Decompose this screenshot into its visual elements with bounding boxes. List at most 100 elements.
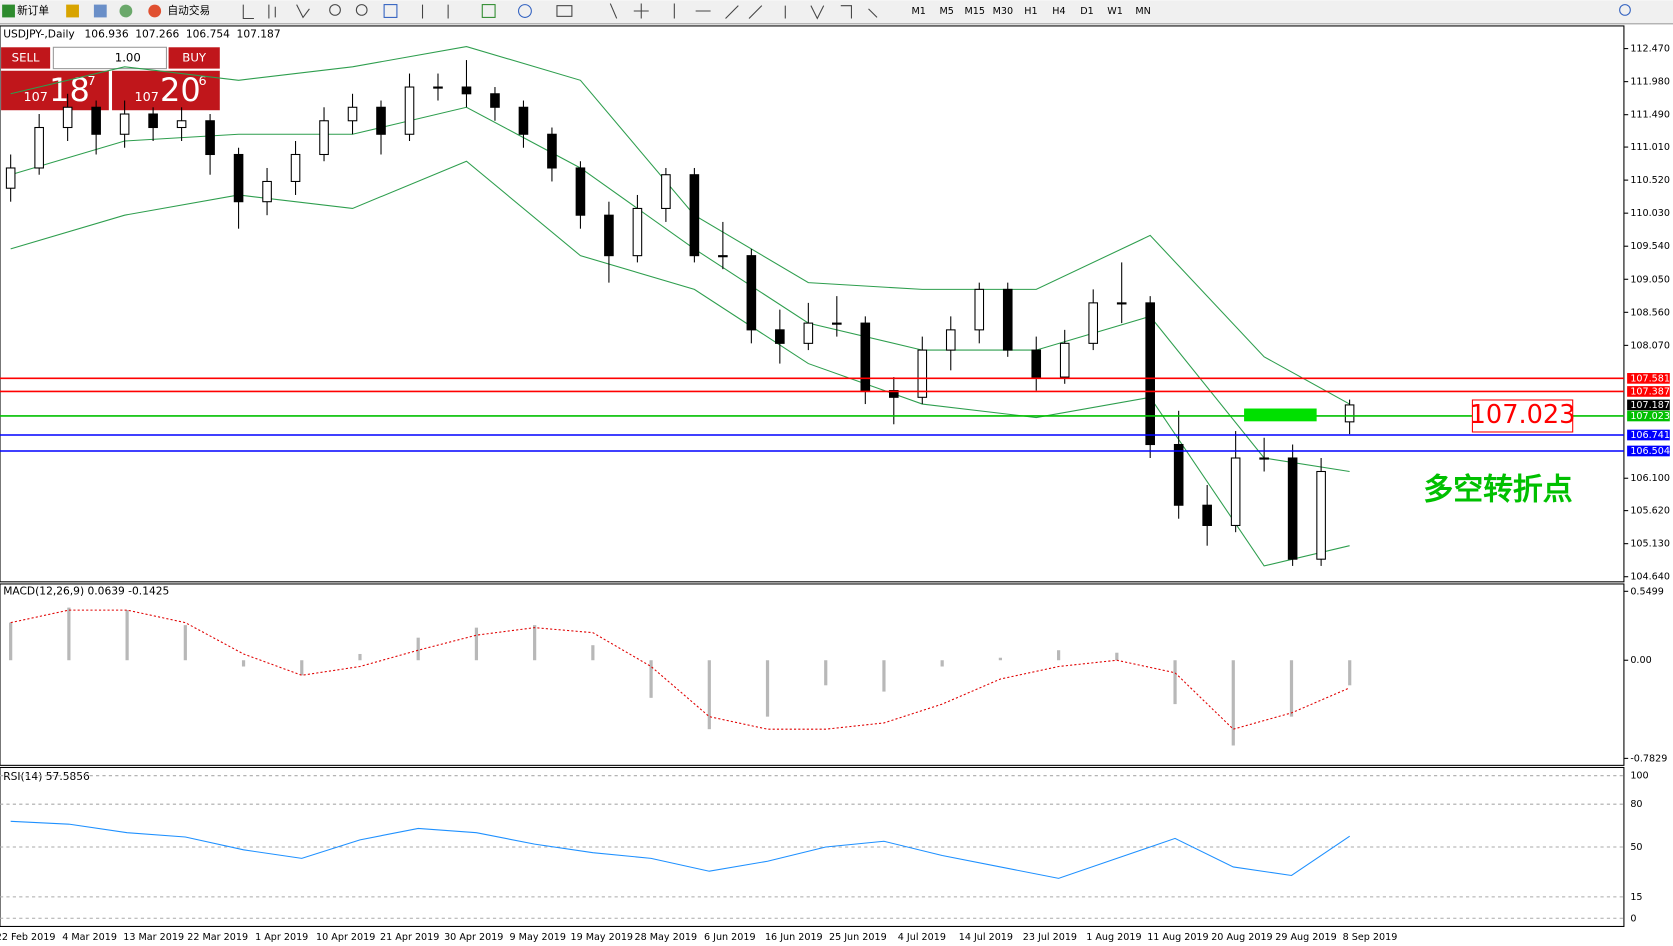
candle-body: [119, 113, 130, 135]
icon[interactable]: [66, 4, 79, 18]
templates[interactable]: [556, 5, 573, 17]
macd-bar: [707, 660, 711, 730]
lots-value[interactable]: 1.00: [115, 50, 141, 64]
x-tick-label: 22 Feb 2019: [0, 932, 55, 943]
macd-bar: [649, 660, 653, 698]
timeframe-button[interactable]: MN: [1135, 6, 1150, 17]
buy-button[interactable]: [168, 47, 220, 69]
candle-body: [1344, 404, 1355, 423]
macd-bar: [765, 660, 770, 717]
candle-body: [176, 120, 187, 129]
timeframe-button[interactable]: M15: [965, 6, 986, 17]
ask-box[interactable]: [112, 70, 220, 111]
macd-frame: [0, 583, 1625, 766]
sell-label[interactable]: SELL: [12, 50, 40, 64]
macd-label: MACD(12,26,9) 0.0639 -0.1425: [3, 584, 169, 597]
toolbar: [0, 0, 1673, 24]
macd-bar: [1231, 660, 1235, 746]
periods[interactable]: [518, 4, 532, 18]
x-tick-label: 21 Apr 2019: [380, 932, 439, 943]
main-chart-frame: [0, 25, 1625, 583]
bid-box[interactable]: [1, 70, 109, 111]
price-level-label: 107.387: [1630, 386, 1670, 397]
candle-body: [1259, 457, 1269, 460]
macd-bar: [824, 660, 828, 686]
scroll-icons[interactable]: [421, 4, 449, 19]
macd-tick-label: 0.5499: [1630, 586, 1664, 597]
y-tick-label: 108.070: [1630, 340, 1670, 351]
zoom-in[interactable]: [329, 4, 341, 16]
zoom-out[interactable]: [355, 4, 368, 16]
current-price-tag: [1627, 399, 1670, 411]
x-tick-label: 22 Mar 2019: [187, 932, 248, 943]
timeframe-button[interactable]: H1: [1024, 6, 1037, 17]
macd-bar: [1115, 652, 1119, 661]
candle-body: [604, 214, 614, 257]
price-level-tag: [1627, 386, 1670, 397]
y-tick-label: 105.620: [1630, 506, 1670, 517]
candle-body: [888, 390, 899, 398]
timeframe-button[interactable]: M30: [993, 6, 1014, 17]
x-tick-label: 4 Mar 2019: [62, 932, 117, 943]
annotation: 多空转折点: [1423, 473, 1572, 508]
macd-bar: [533, 625, 537, 661]
timeframe-button[interactable]: W1: [1107, 6, 1123, 17]
candle-body: [233, 153, 244, 203]
candle-body: [1230, 457, 1241, 526]
pivot-zone: [1244, 408, 1317, 422]
macd-bar: [241, 660, 246, 667]
candle-body: [1088, 302, 1099, 344]
x-tick-label: 14 Jul 2019: [959, 932, 1013, 943]
candle-body: [518, 106, 529, 135]
timeframe-button[interactable]: M5: [940, 6, 954, 17]
ask-pip: 6: [198, 74, 206, 89]
sell-button[interactable]: [1, 47, 51, 69]
open: 106.936: [85, 27, 129, 40]
new-order-icon[interactable]: [2, 4, 15, 18]
auto-trading-icon[interactable]: [148, 4, 162, 18]
timeframe-button[interactable]: M1: [911, 6, 925, 17]
icon[interactable]: [93, 4, 107, 18]
y-tick-label: 105.130: [1630, 539, 1670, 550]
macd-signal: [10, 609, 1350, 730]
low: 106.754: [186, 27, 230, 40]
indicators[interactable]: [481, 4, 496, 18]
auto-trading-button[interactable]: 自动交易: [168, 4, 211, 17]
y-tick-label: 112.470: [1630, 44, 1670, 55]
candle-body: [917, 349, 928, 398]
macd-bar: [9, 622, 13, 661]
timeframe-button[interactable]: H4: [1052, 6, 1065, 17]
candle-body: [860, 322, 871, 392]
ask-big: 20: [160, 71, 201, 109]
macd-bar: [125, 610, 129, 661]
search[interactable]: [1619, 4, 1631, 16]
macd-bar: [183, 625, 187, 661]
candle-body: [689, 174, 700, 257]
x-tick-label: 4 Jul 2019: [898, 932, 946, 943]
x-tick-label: 11 Aug 2019: [1147, 932, 1208, 943]
candle-body: [319, 120, 329, 156]
chart-type-icons[interactable]: [242, 4, 310, 20]
drawing-tools[interactable]: [609, 3, 878, 20]
timeframe-button[interactable]: D1: [1080, 6, 1094, 17]
tool-icons: [242, 3, 1631, 20]
buy-label[interactable]: BUY: [182, 50, 207, 64]
candle-body: [1002, 288, 1013, 351]
candle-body: [661, 174, 671, 209]
x-tick-label: 16 Jun 2019: [765, 932, 823, 943]
rsi-tick-label: 50: [1630, 842, 1642, 853]
candle-body: [490, 93, 500, 108]
x-tick-label: 25 Jun 2019: [829, 932, 887, 943]
macd-bar: [998, 657, 1002, 661]
bid-big: 18: [49, 71, 90, 109]
new-order-button[interactable]: 新订单: [17, 4, 49, 17]
icon[interactable]: [119, 4, 133, 18]
x-tick-label: 29 Aug 2019: [1275, 932, 1336, 943]
tile[interactable]: [383, 4, 398, 18]
macd-bar: [882, 660, 886, 692]
lots-input[interactable]: [52, 46, 167, 70]
candle-body: [803, 322, 814, 344]
candle-body: [404, 86, 415, 135]
candle-body: [376, 106, 386, 135]
